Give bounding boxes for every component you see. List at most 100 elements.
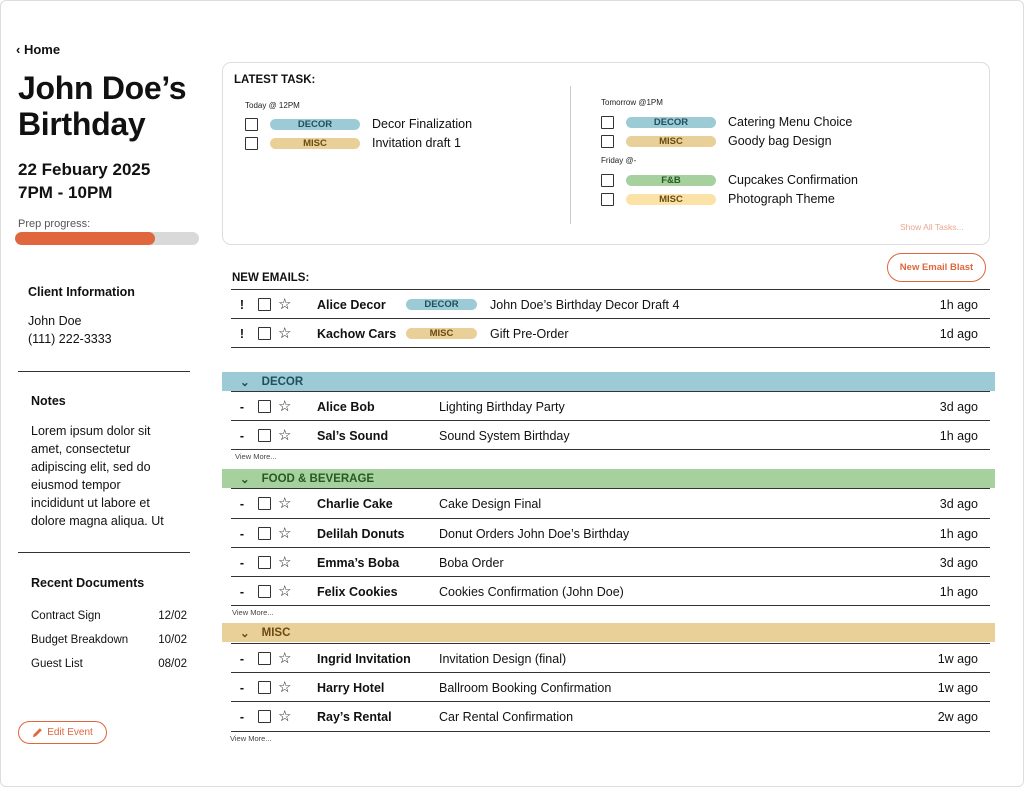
email-time: 1d ago [939, 326, 978, 341]
email-checkbox[interactable] [258, 400, 271, 413]
latest-task-heading: LATEST TASK: [234, 74, 316, 86]
category-header-misc[interactable]: ⌄ MISC [222, 623, 995, 642]
category-header-decor[interactable]: ⌄ DECOR [222, 372, 995, 391]
email-row[interactable]: - ☆ Ray’s Rental Car Rental Confirmation… [231, 702, 990, 731]
task-item: DECOR Catering Menu Choice [601, 114, 852, 130]
email-checkbox[interactable] [258, 681, 271, 694]
task-tag: MISC [626, 193, 716, 205]
client-info-heading: Client Information [28, 285, 135, 299]
document-item[interactable]: Contract Sign 12/02 [31, 610, 187, 622]
row-divider [231, 391, 990, 392]
email-checkbox[interactable] [258, 527, 271, 540]
email-checkbox[interactable] [258, 497, 271, 510]
star-icon[interactable]: ☆ [278, 525, 292, 542]
document-item[interactable]: Budget Breakdown 10/02 [31, 634, 187, 646]
task-item: MISC Goody bag Design [601, 133, 832, 149]
star-icon[interactable]: ☆ [278, 708, 292, 725]
task-text: Catering Menu Choice [728, 115, 853, 129]
new-email-blast-button[interactable]: New Email Blast [887, 253, 986, 282]
document-name: Budget Breakdown [31, 634, 129, 646]
email-checkbox[interactable] [258, 710, 271, 723]
priority-mark: ! [239, 297, 245, 312]
email-checkbox[interactable] [258, 298, 271, 311]
category-name: DECOR [261, 375, 304, 388]
email-row[interactable]: - ☆ Felix Cookies Cookies Confirmation (… [231, 577, 990, 606]
star-icon[interactable]: ☆ [278, 554, 292, 571]
task-checkbox[interactable] [245, 136, 258, 150]
email-tag: MISC [406, 328, 477, 339]
notes-text: Lorem ipsum dolor sit amet, consectetur … [31, 424, 164, 528]
client-info: John Doe (111) 222-3333 [28, 312, 112, 348]
email-time: 1w ago [937, 651, 978, 666]
view-more-link[interactable]: View More... [230, 734, 272, 743]
email-row[interactable]: - ☆ Alice Bob Lighting Birthday Party 3d… [231, 392, 990, 421]
priority-mark: - [239, 584, 245, 599]
star-icon[interactable]: ☆ [278, 583, 292, 600]
home-link[interactable]: ‹ Home [16, 42, 60, 57]
star-icon[interactable]: ☆ [278, 495, 292, 512]
task-checkbox[interactable] [601, 173, 614, 187]
show-all-tasks-link[interactable]: Show All Tasks... [900, 222, 964, 232]
email-checkbox[interactable] [258, 556, 271, 569]
task-text: Invitation draft 1 [372, 136, 461, 150]
email-row[interactable]: ! ☆ Kachow Cars MISC Gift Pre-Order 1d a… [231, 319, 990, 348]
star-icon[interactable]: ☆ [278, 296, 292, 313]
priority-mark: - [239, 680, 245, 695]
email-time: 3d ago [939, 555, 978, 570]
task-tag: MISC [270, 137, 360, 149]
star-icon[interactable]: ☆ [278, 325, 292, 342]
email-row[interactable]: - ☆ Emma’s Boba Boba Order 3d ago [231, 548, 990, 577]
notes-heading: Notes [31, 394, 66, 408]
task-group-label: Tomorrow @1PM [601, 98, 663, 107]
email-row[interactable]: - ☆ Ingrid Invitation Invitation Design … [231, 644, 990, 673]
category-header-food-beverage[interactable]: ⌄ FOOD & BEVERAGE [222, 469, 995, 488]
row-divider [231, 701, 990, 702]
task-checkbox[interactable] [601, 192, 614, 206]
view-more-link[interactable]: View More... [232, 608, 274, 617]
email-subject: Gift Pre-Order [490, 326, 569, 341]
email-row[interactable]: - ☆ Harry Hotel Ballroom Booking Confirm… [231, 673, 990, 702]
star-icon[interactable]: ☆ [278, 398, 292, 415]
row-divider [231, 449, 990, 450]
recent-documents-heading: Recent Documents [31, 576, 145, 590]
new-emails-heading: NEW EMAILS: [232, 272, 310, 284]
task-checkbox[interactable] [245, 117, 258, 131]
email-checkbox[interactable] [258, 327, 271, 340]
task-text: Photograph Theme [728, 192, 835, 206]
row-divider [231, 643, 990, 644]
email-subject: Ballroom Booking Confirmation [439, 680, 612, 695]
email-row[interactable]: - ☆ Charlie Cake Cake Design Final 3d ag… [231, 489, 990, 518]
title-line-1: John Doe’s [18, 70, 187, 106]
row-divider [231, 420, 990, 421]
row-divider [231, 318, 990, 319]
task-checkbox[interactable] [601, 115, 614, 129]
email-sender: Ray’s Rental [317, 709, 392, 724]
star-icon[interactable]: ☆ [278, 650, 292, 667]
email-sender: Harry Hotel [317, 680, 385, 695]
task-checkbox[interactable] [601, 134, 614, 148]
email-sender: Alice Bob [317, 399, 375, 414]
document-item[interactable]: Guest List 08/02 [31, 658, 187, 670]
sidebar-divider [18, 552, 190, 553]
task-item: MISC Invitation draft 1 [245, 135, 461, 151]
pencil-icon [33, 728, 43, 738]
task-tag: DECOR [270, 118, 360, 130]
edit-event-button[interactable]: Edit Event [18, 721, 107, 744]
prep-progress-fill [15, 232, 155, 245]
star-icon[interactable]: ☆ [278, 427, 292, 444]
chevron-down-icon: ⌄ [240, 376, 250, 389]
email-row[interactable]: - ☆ Sal’s Sound Sound System Birthday 1h… [231, 421, 990, 450]
star-icon[interactable]: ☆ [278, 679, 292, 696]
task-text: Cupcakes Confirmation [728, 173, 858, 187]
task-card-divider [570, 86, 571, 224]
email-checkbox[interactable] [258, 429, 271, 442]
document-date: 08/02 [158, 658, 187, 670]
email-row[interactable]: ! ☆ Alice Decor DECOR John Doe’s Birthda… [231, 290, 990, 319]
email-row[interactable]: - ☆ Delilah Donuts Donut Orders John Doe… [231, 519, 990, 548]
email-subject: Boba Order [439, 555, 504, 570]
task-item: MISC Photograph Theme [601, 191, 835, 207]
email-subject: Lighting Birthday Party [439, 399, 565, 414]
email-checkbox[interactable] [258, 585, 271, 598]
view-more-link[interactable]: View More... [235, 452, 277, 461]
email-checkbox[interactable] [258, 652, 271, 665]
